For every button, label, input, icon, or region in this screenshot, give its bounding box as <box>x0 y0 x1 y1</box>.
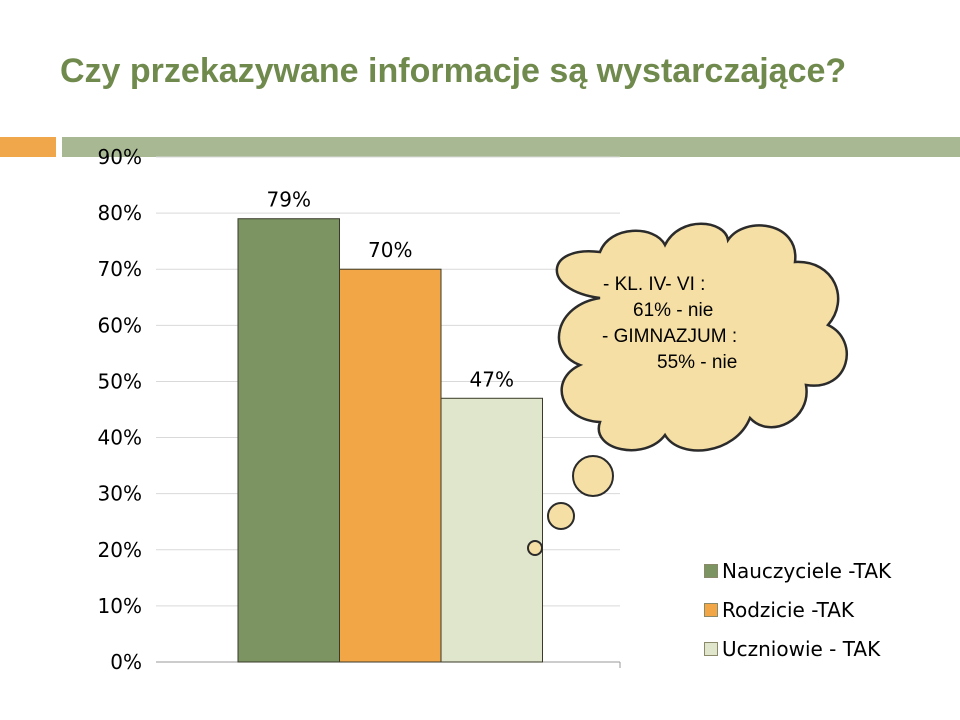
y-tick-label: 90% <box>98 145 142 169</box>
y-tick-label: 60% <box>98 313 142 337</box>
accent-bar-green <box>62 137 960 157</box>
legend: Nauczyciele -TAK Rodzicie -TAK Uczniowie… <box>704 551 891 668</box>
data-label: 70% <box>368 238 412 262</box>
legend-item: Uczniowie - TAK <box>704 629 891 668</box>
callout-line-4: 55% - nie <box>657 352 737 373</box>
y-tick-label: 20% <box>98 538 142 562</box>
data-label: 47% <box>470 367 514 391</box>
bars <box>237 218 543 663</box>
thought-cloud: - KL. IV- VI : 61% - nie - GIMNAZJUM : 5… <box>527 222 848 556</box>
y-tick-label: 80% <box>98 201 142 225</box>
y-tick-label: 30% <box>98 482 142 506</box>
data-labels: 79% 70% 47% <box>267 188 514 392</box>
legend-swatch <box>704 563 718 578</box>
bar <box>237 218 340 663</box>
y-tick-label: 40% <box>98 426 142 450</box>
legend-swatch <box>704 641 718 656</box>
legend-label: Rodzicie -TAK <box>722 597 855 622</box>
thought-bubble-medium <box>547 502 575 530</box>
callout-line-1: - KL. IV- VI : <box>603 274 705 295</box>
bar <box>339 268 442 663</box>
page-title: Czy przekazywane informacje są wystarcza… <box>60 52 847 90</box>
cloud-shape <box>555 222 848 452</box>
legend-item: Rodzicie -TAK <box>704 590 891 629</box>
y-tick-label: 70% <box>98 257 142 281</box>
callout-line-3: - GIMNAZJUM : <box>602 326 737 347</box>
bar <box>440 397 543 663</box>
y-tick-label: 0% <box>110 650 142 674</box>
y-tick-labels: 0% 10% 20% 30% 40% 50% 60% 70% 80% 90% <box>98 145 142 674</box>
legend-swatch <box>704 602 718 617</box>
y-tick-label: 50% <box>98 369 142 393</box>
accent-bar-orange <box>0 137 56 157</box>
legend-item: Nauczyciele -TAK <box>704 551 891 590</box>
y-tick-label: 10% <box>98 594 142 618</box>
callout-line-2: 61% - nie <box>633 300 713 321</box>
data-label: 79% <box>267 188 311 212</box>
thought-bubble-small <box>527 540 543 556</box>
legend-label: Uczniowie - TAK <box>722 636 881 661</box>
thought-bubble-large <box>572 455 614 497</box>
legend-label: Nauczyciele -TAK <box>722 558 892 583</box>
